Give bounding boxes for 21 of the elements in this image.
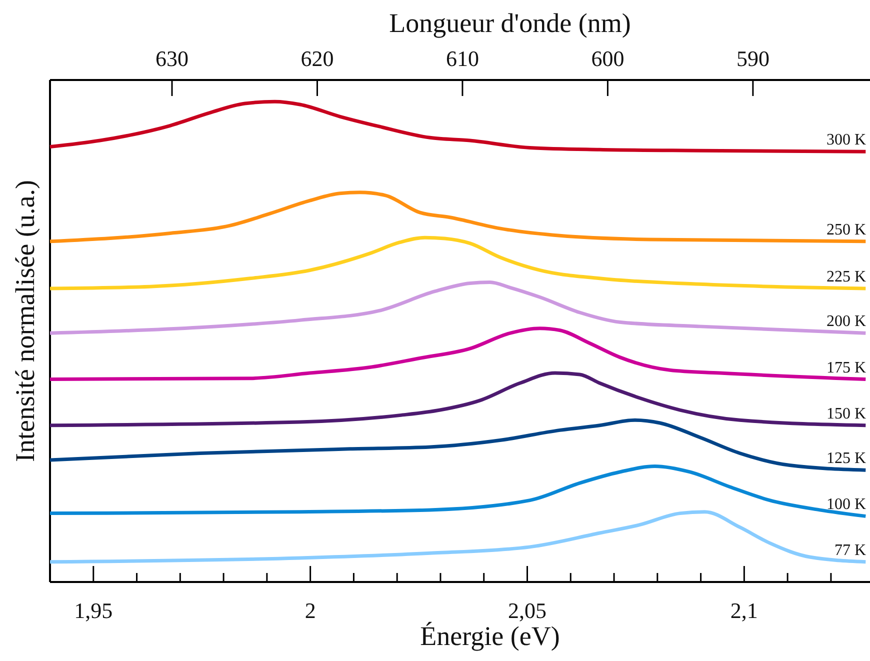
series-label: 77 K — [834, 542, 866, 559]
series-label: 250 K — [826, 221, 866, 238]
x-tick-label: 2,1 — [730, 598, 758, 623]
series-label: 175 K — [826, 359, 866, 376]
x2-axis-title: Longueur d'onde (nm) — [389, 8, 631, 38]
x2-tick-label: 630 — [156, 46, 188, 71]
y-axis-title: Intensité normalisée (u.a.) — [10, 180, 40, 462]
series-label: 125 K — [826, 450, 866, 468]
series-label: 150 K — [826, 405, 866, 422]
x-tick-label: 2,05 — [508, 598, 546, 623]
series-label: 300 K — [826, 132, 866, 149]
x2-tick-label: 610 — [446, 46, 479, 71]
x2-tick-label: 600 — [591, 46, 624, 71]
x-axis-title: Énergie (eV) — [420, 621, 560, 651]
series-label: 225 K — [826, 268, 866, 286]
x-tick-label: 2 — [304, 598, 316, 623]
x-tick-label: 1,95 — [74, 598, 113, 623]
x2-tick-label: 590 — [736, 46, 770, 71]
series-label: 100 K — [826, 496, 866, 514]
x2-tick-label: 620 — [300, 46, 334, 71]
series-label: 200 K — [826, 313, 866, 330]
